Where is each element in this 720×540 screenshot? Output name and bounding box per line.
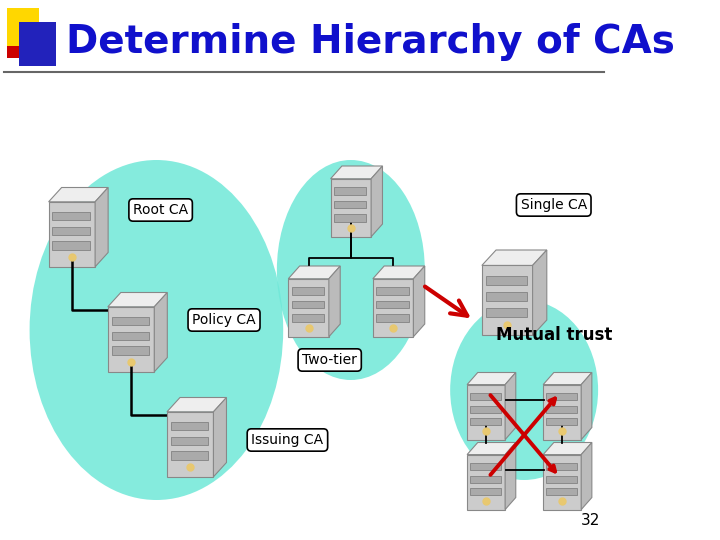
Polygon shape bbox=[543, 455, 581, 510]
Polygon shape bbox=[467, 373, 516, 384]
Polygon shape bbox=[546, 406, 577, 413]
Text: Policy CA: Policy CA bbox=[192, 313, 256, 327]
Polygon shape bbox=[376, 301, 408, 308]
Polygon shape bbox=[288, 279, 329, 337]
Polygon shape bbox=[112, 347, 149, 355]
Polygon shape bbox=[49, 187, 108, 202]
Polygon shape bbox=[467, 384, 505, 440]
Polygon shape bbox=[53, 241, 89, 250]
Ellipse shape bbox=[30, 160, 283, 500]
Polygon shape bbox=[546, 488, 577, 495]
Text: Determine Hierarchy of CAs: Determine Hierarchy of CAs bbox=[66, 23, 675, 61]
Polygon shape bbox=[486, 308, 526, 317]
Polygon shape bbox=[292, 301, 324, 308]
Polygon shape bbox=[373, 266, 425, 279]
Polygon shape bbox=[154, 293, 167, 372]
Polygon shape bbox=[470, 418, 500, 426]
Polygon shape bbox=[470, 488, 500, 495]
Polygon shape bbox=[167, 412, 213, 477]
Polygon shape bbox=[543, 384, 581, 440]
Text: 32: 32 bbox=[581, 513, 600, 528]
Polygon shape bbox=[213, 397, 227, 477]
Polygon shape bbox=[108, 307, 154, 372]
Polygon shape bbox=[373, 279, 413, 337]
Polygon shape bbox=[167, 397, 227, 412]
Polygon shape bbox=[470, 393, 500, 400]
Polygon shape bbox=[334, 201, 366, 208]
Polygon shape bbox=[53, 226, 89, 235]
Polygon shape bbox=[371, 166, 382, 237]
Polygon shape bbox=[482, 250, 546, 265]
Polygon shape bbox=[334, 214, 366, 222]
FancyBboxPatch shape bbox=[6, 8, 39, 58]
Polygon shape bbox=[470, 476, 500, 483]
Polygon shape bbox=[108, 293, 167, 307]
Polygon shape bbox=[292, 287, 324, 295]
FancyBboxPatch shape bbox=[19, 22, 55, 66]
Polygon shape bbox=[413, 266, 425, 337]
Polygon shape bbox=[505, 442, 516, 510]
FancyArrowPatch shape bbox=[425, 287, 467, 316]
Polygon shape bbox=[546, 393, 577, 400]
Polygon shape bbox=[171, 451, 208, 460]
Polygon shape bbox=[288, 266, 341, 279]
Polygon shape bbox=[486, 276, 526, 285]
Polygon shape bbox=[581, 373, 592, 440]
Polygon shape bbox=[329, 266, 341, 337]
Polygon shape bbox=[292, 314, 324, 322]
Text: Root CA: Root CA bbox=[133, 203, 188, 217]
Text: Single CA: Single CA bbox=[521, 198, 587, 212]
Ellipse shape bbox=[277, 160, 425, 380]
FancyBboxPatch shape bbox=[6, 8, 39, 46]
Polygon shape bbox=[467, 455, 505, 510]
Polygon shape bbox=[112, 332, 149, 340]
Polygon shape bbox=[334, 187, 366, 195]
Polygon shape bbox=[470, 406, 500, 413]
Text: Mutual trust: Mutual trust bbox=[495, 326, 612, 344]
Polygon shape bbox=[581, 442, 592, 510]
Polygon shape bbox=[546, 476, 577, 483]
Polygon shape bbox=[543, 442, 592, 455]
Polygon shape bbox=[533, 250, 546, 335]
Polygon shape bbox=[546, 418, 577, 426]
Text: Two-tier: Two-tier bbox=[302, 353, 357, 367]
Polygon shape bbox=[482, 265, 533, 335]
Polygon shape bbox=[546, 463, 577, 470]
Polygon shape bbox=[112, 316, 149, 325]
Polygon shape bbox=[470, 463, 500, 470]
Polygon shape bbox=[171, 422, 208, 430]
Polygon shape bbox=[376, 287, 408, 295]
Polygon shape bbox=[330, 166, 382, 179]
Polygon shape bbox=[95, 187, 108, 267]
Polygon shape bbox=[505, 373, 516, 440]
Text: Issuing CA: Issuing CA bbox=[251, 433, 323, 447]
Polygon shape bbox=[486, 292, 526, 301]
Polygon shape bbox=[467, 442, 516, 455]
Polygon shape bbox=[376, 314, 408, 322]
Polygon shape bbox=[543, 373, 592, 384]
Polygon shape bbox=[49, 202, 95, 267]
Polygon shape bbox=[330, 179, 371, 237]
Polygon shape bbox=[53, 212, 89, 220]
Polygon shape bbox=[171, 436, 208, 445]
Ellipse shape bbox=[450, 300, 598, 480]
